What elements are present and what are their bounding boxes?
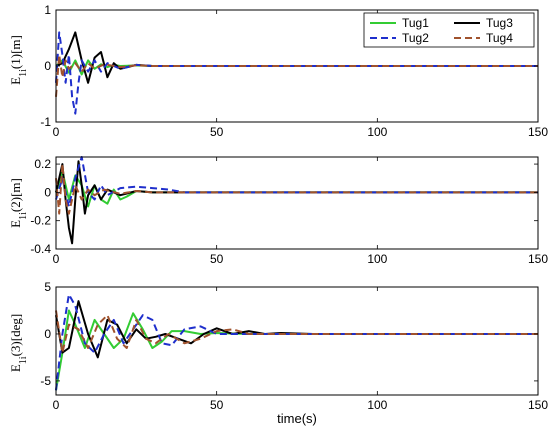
axes-frame-3 bbox=[55, 286, 539, 396]
x-tick-label: 0 bbox=[53, 398, 60, 412]
y-tick-label: -0.4 bbox=[30, 242, 51, 256]
y-tick-label: 5 bbox=[44, 280, 51, 294]
y-tick-label: -0.2 bbox=[30, 214, 51, 228]
legend: Tug1 Tug3 Tug2 Tug4 bbox=[363, 12, 535, 48]
legend-entry-tug2: Tug2 bbox=[402, 31, 429, 45]
legend-box bbox=[363, 12, 535, 48]
x-tick-label: 0 bbox=[53, 125, 60, 139]
x-tick-label: 100 bbox=[367, 398, 387, 412]
x-tick-label: 50 bbox=[210, 125, 224, 139]
x-tick-label: 100 bbox=[367, 252, 387, 266]
x-tick-label: 150 bbox=[528, 398, 548, 412]
series-tug2-line-2 bbox=[55, 156, 538, 208]
subplot-2: 0 50 100 150 -0.4 -0.2 0 0.2 E1i(2)[m] bbox=[8, 156, 548, 266]
y-tick-label: 0.2 bbox=[34, 157, 51, 171]
legend-entry-tug3: Tug3 bbox=[486, 16, 513, 30]
y-tick-label: -1 bbox=[40, 115, 51, 129]
series-tug1-line-3 bbox=[55, 309, 538, 391]
y-tick-label: 0 bbox=[44, 185, 51, 199]
y-tick-label: -5 bbox=[40, 374, 51, 388]
axes-frame-2 bbox=[55, 156, 539, 250]
series-tug4-line-2 bbox=[55, 163, 538, 215]
series-tug2-line-3 bbox=[55, 293, 538, 391]
x-tick-label: 150 bbox=[528, 125, 548, 139]
x-axis-label: time(s) bbox=[277, 411, 317, 426]
series-tug3-line-2 bbox=[55, 160, 538, 245]
y-axis-label-1: E1i(1)[m] bbox=[8, 35, 29, 85]
series-tug3-line-3 bbox=[55, 300, 538, 359]
subplot-1: 0 50 100 150-101 E1i(1)[m] Tug1 Tug3 Tug2 T… bbox=[8, 3, 548, 139]
x-tick-label: 150 bbox=[528, 252, 548, 266]
y-axis-label-2: E1i(2)[m] bbox=[8, 178, 29, 228]
y-axis-label-3: E1i(3)[deg] bbox=[8, 314, 29, 372]
legend-entry-tug4: Tug4 bbox=[486, 31, 513, 45]
x-tick-label: 50 bbox=[210, 252, 224, 266]
x-tick-label: 100 bbox=[367, 125, 387, 139]
series-tug4-line-3 bbox=[55, 310, 538, 354]
x-tick-label: 50 bbox=[210, 398, 224, 412]
y-tick-label: 1 bbox=[44, 3, 51, 17]
y-tick-label: 0 bbox=[44, 59, 51, 73]
subplot-3: 0 50 100 150-505 E1i(3)[deg] time(s) bbox=[8, 280, 548, 426]
x-tick-label: 0 bbox=[53, 252, 60, 266]
y-tick-label: 0 bbox=[44, 327, 51, 341]
series-tug4-line-1 bbox=[55, 53, 538, 97]
series-tug1-line-2 bbox=[55, 170, 538, 208]
legend-entry-tug1: Tug1 bbox=[402, 16, 429, 30]
